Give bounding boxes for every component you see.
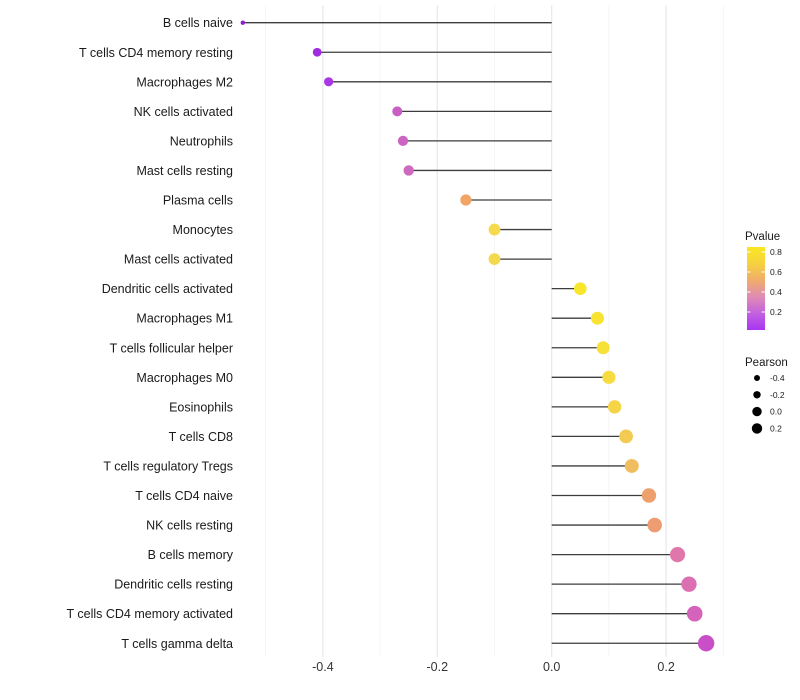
pearson-size-dot — [753, 391, 761, 399]
pvalue-legend-ticks: 0.8 0.6 0.4 0.2 — [747, 247, 782, 317]
lollipop-rows: B cells naive T cells CD4 memory resting M… — [67, 16, 715, 652]
y-axis-label: Dendritic cells resting — [114, 578, 233, 592]
pvalue-tick-label: 0.8 — [770, 247, 782, 257]
lollipop-dot — [324, 77, 334, 87]
y-axis-label: T cells CD4 naive — [135, 489, 233, 503]
y-axis-label: T cells gamma delta — [121, 637, 233, 651]
lollipop-row: T cells CD4 memory resting — [79, 46, 552, 60]
lollipop-dot — [641, 488, 657, 503]
y-axis-label: B cells naive — [163, 16, 233, 30]
lollipop-dot — [686, 605, 703, 622]
lollipop-dot — [574, 282, 587, 295]
lollipop-row: Macrophages M1 — [136, 311, 604, 326]
lollipop-row: B cells naive — [163, 16, 552, 30]
lollipop-row: Eosinophils — [169, 400, 622, 414]
y-axis-label: NK cells activated — [134, 105, 233, 119]
y-axis-label: Macrophages M2 — [136, 75, 233, 89]
x-axis-tick-label: -0.4 — [312, 660, 334, 674]
y-axis-label: T cells CD8 — [169, 430, 233, 444]
pearson-size-dot — [751, 423, 763, 434]
pearson-size-label: 0.2 — [770, 423, 782, 433]
y-axis-label: Mast cells activated — [124, 253, 233, 267]
pvalue-gradient-bar — [747, 247, 765, 330]
lollipop-row: Dendritic cells activated — [102, 282, 587, 296]
lollipop-row: Macrophages M0 — [136, 370, 616, 385]
lollipop-dot — [602, 370, 616, 384]
pvalue-tick-label: 0.2 — [770, 307, 782, 317]
pearson-size-legend: -0.4 -0.2 0.0 0.2 — [751, 373, 785, 434]
lollipop-row: Dendritic cells resting — [114, 576, 697, 592]
y-axis-label: Macrophages M0 — [136, 371, 233, 385]
lollipop-row: Macrophages M2 — [136, 75, 552, 89]
lollipop-dot — [607, 400, 622, 414]
lollipop-dot — [669, 547, 686, 563]
lollipop-row: Neutrophils — [170, 134, 552, 148]
lollipop-row: Monocytes — [173, 223, 552, 237]
y-axis-label: T cells regulatory Tregs — [103, 459, 233, 473]
pearson-size-label: -0.2 — [770, 390, 785, 400]
lollipop-row: T cells follicular helper — [110, 341, 610, 355]
lollipop-row: Mast cells resting — [136, 164, 552, 178]
y-axis-label: Eosinophils — [169, 400, 233, 414]
x-axis-tick-labels: -0.4 -0.2 0.0 0.2 — [312, 660, 675, 674]
lollipop-dot — [697, 635, 715, 652]
lollipop-dot — [240, 20, 246, 25]
y-axis-label: Dendritic cells activated — [102, 282, 233, 296]
pvalue-tick-label: 0.6 — [770, 267, 782, 277]
lollipop-dot — [488, 253, 501, 265]
lollipop-dot — [460, 194, 472, 206]
lollipop-dot — [624, 458, 639, 473]
lollipop-dot — [392, 106, 403, 117]
y-axis-label: T cells CD4 memory activated — [67, 607, 234, 621]
y-axis-label: NK cells resting — [146, 519, 233, 533]
y-axis-label: Plasma cells — [163, 194, 233, 208]
y-axis-label: Neutrophils — [170, 134, 233, 148]
y-axis-label: Macrophages M1 — [136, 312, 233, 326]
lollipop-dot — [488, 223, 501, 236]
lollipop-dot — [312, 47, 322, 57]
x-axis-tick-label: 0.2 — [657, 660, 674, 674]
y-axis-label: T cells follicular helper — [110, 341, 233, 355]
lollipop-dot — [619, 429, 633, 444]
lollipop-dot — [403, 165, 414, 176]
lollipop-row: T cells CD4 naive — [135, 488, 657, 503]
lollipop-row: NK cells resting — [146, 517, 662, 533]
legend: Pvalue 0.8 0.6 0.4 0.2 Pearson -0.4 -0.2 0.0 0… — [745, 231, 788, 434]
lollipop-row: T cells regulatory Tregs — [103, 458, 639, 473]
lollipop-row: Mast cells activated — [124, 253, 552, 267]
gridlines — [265, 5, 724, 657]
lollipop-dot — [647, 517, 662, 533]
y-axis-label: T cells CD4 memory resting — [79, 46, 233, 60]
x-axis-tick-label: -0.2 — [427, 660, 449, 674]
lollipop-dot — [681, 576, 697, 592]
pearson-legend-title: Pearson — [745, 357, 788, 369]
pearson-size-dot — [754, 375, 760, 381]
lollipop-dot — [590, 311, 604, 325]
lollipop-dot — [596, 341, 610, 355]
pearson-size-label: 0.0 — [770, 407, 782, 417]
pvalue-tick-label: 0.4 — [770, 287, 782, 297]
lollipop-row: Plasma cells — [163, 194, 552, 208]
lollipop-row: T cells gamma delta — [121, 635, 715, 652]
pearson-size-dot — [752, 406, 762, 417]
lollipop-row: T cells CD8 — [169, 429, 633, 444]
pearson-size-label: -0.4 — [770, 373, 785, 383]
y-axis-label: B cells memory — [148, 548, 234, 562]
pvalue-legend-title: Pvalue — [745, 231, 780, 243]
lollipop-row: NK cells activated — [134, 105, 552, 119]
lollipop-row: T cells CD4 memory activated — [67, 605, 703, 622]
y-axis-label: Mast cells resting — [136, 164, 233, 178]
lollipop-dot — [397, 135, 409, 146]
y-axis-label: Monocytes — [173, 223, 233, 237]
lollipop-row: B cells memory — [148, 547, 686, 563]
x-axis-tick-label: 0.0 — [543, 660, 560, 674]
